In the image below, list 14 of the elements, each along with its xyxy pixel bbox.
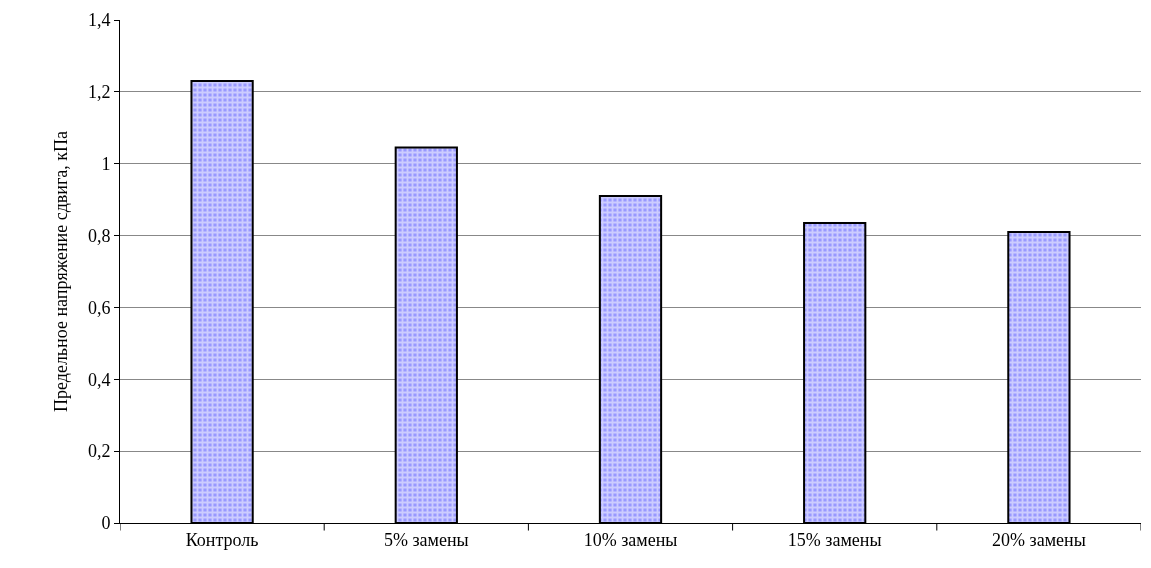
x-tick-label: 5% замены [383,529,469,550]
x-tick-label: Контроль [185,529,259,550]
y-tick-label: 1,4 [87,10,111,31]
x-tick-label: 20% замены [992,529,1086,550]
y-tick-label: 0 [101,513,111,534]
y-tick-label: 1 [101,154,111,175]
x-tick-label: 15% замены [787,529,882,550]
y-tick-label: 0,2 [87,441,111,462]
x-tick-label: 10% замены [583,529,678,550]
y-tick-label: 1,2 [87,82,111,103]
y-tick-label: 0,8 [87,225,111,246]
y-tick-label: 0,6 [87,297,111,318]
y-axis-title: Предельное напряжение сдвига, кПа [51,130,72,413]
y-tick-label: 0,4 [87,369,111,390]
